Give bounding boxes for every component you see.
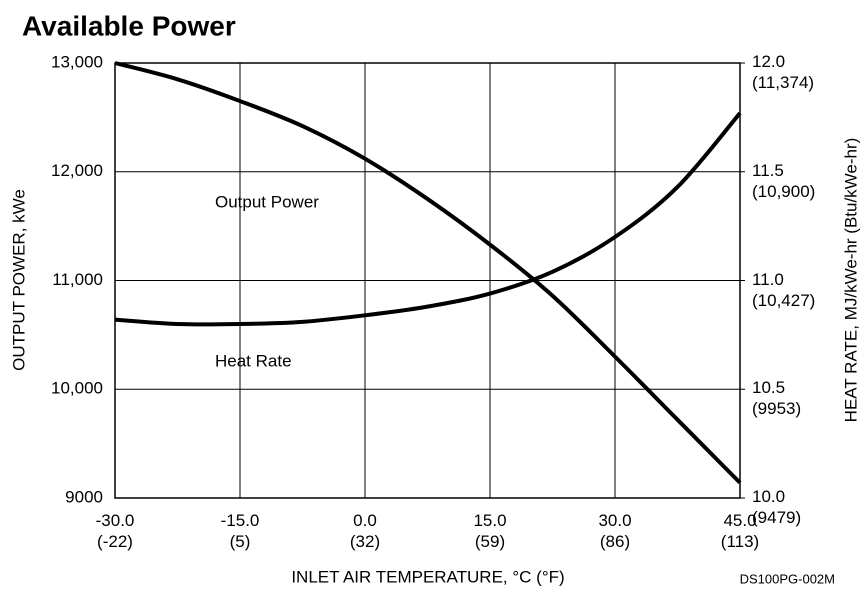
y2-tick-label: 10.0 (9479)	[752, 487, 802, 527]
y-tick-label: 12,000	[51, 161, 103, 180]
x-tick-label: 45.0 (113)	[720, 511, 760, 551]
line-series	[114, 111, 742, 327]
footnote: DS100PG-002M	[740, 571, 835, 586]
y-tick-label: 9000	[65, 487, 103, 506]
annotation: Heat Rate	[215, 351, 292, 370]
x-tick-label: 0.0 (32)	[349, 511, 381, 551]
x-tick-label: 15.0 (59)	[473, 511, 507, 551]
y-tick-label: 13,000	[51, 52, 103, 71]
x-axis-label: INLET AIR TEMPERATURE, °C (°F)	[291, 567, 564, 586]
x-tick-label: -30.0 (-22)	[95, 511, 135, 551]
x-tick-label: -15.0 (5)	[220, 511, 260, 551]
y2-tick-label: 11.5 (10,900)	[752, 160, 816, 201]
x-tick-label: 30.0 (86)	[598, 511, 632, 551]
line-series	[114, 61, 742, 485]
chart-title: Available Power	[22, 10, 236, 41]
y-tick-label: 11,000	[52, 270, 103, 289]
plot-frame	[114, 62, 741, 499]
y2-axis-label: HEAT RATE, MJ/kWe-hr (Btu/kWe-hr)	[841, 138, 860, 423]
y2-tick-label: 10.5 (9953)	[752, 378, 802, 419]
y-tick-label: 10,000	[51, 379, 103, 398]
y2-tick-label: 12.0 (11,374)	[752, 52, 815, 92]
annotation: Output Power	[215, 192, 319, 211]
y-axis-label: OUTPUT POWER, kWe	[9, 189, 28, 371]
y2-tick-label: 11.0 (10,427)	[752, 269, 816, 310]
